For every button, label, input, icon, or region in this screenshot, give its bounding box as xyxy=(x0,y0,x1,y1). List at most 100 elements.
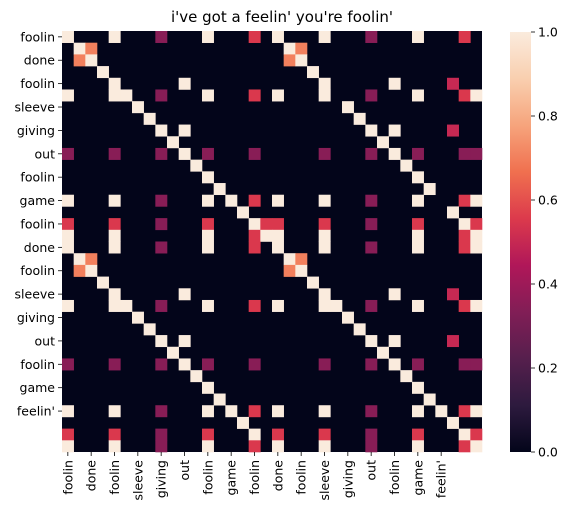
heatmap-cell xyxy=(120,299,133,312)
y-tick-label: done xyxy=(24,53,56,68)
heatmap-cell xyxy=(178,77,191,90)
heatmap-cell xyxy=(155,147,168,160)
heatmap-cell xyxy=(272,241,284,254)
heatmap-cell xyxy=(248,89,261,102)
heatmap-cell xyxy=(155,31,168,43)
heatmap-cell xyxy=(318,405,331,418)
heatmap-cell xyxy=(412,218,424,231)
heatmap-cell xyxy=(202,299,214,312)
y-tick-label: sleeve xyxy=(15,287,56,302)
heatmap-cell xyxy=(202,381,214,394)
heatmap-cell xyxy=(178,288,191,301)
heatmap-cells xyxy=(62,31,483,453)
heatmap-cell xyxy=(365,428,378,441)
heatmap-cell xyxy=(295,253,308,266)
colorbar xyxy=(510,32,531,452)
y-tick-label: feelin' xyxy=(17,404,55,419)
heatmap-cell xyxy=(388,124,401,137)
y-tick-label: foolin xyxy=(20,170,55,185)
heatmap-cell xyxy=(470,358,483,371)
heatmap-cell xyxy=(62,31,74,43)
heatmap-cell xyxy=(318,288,331,301)
colorbar-tick-label: 0.6 xyxy=(538,193,558,208)
heatmap-cell xyxy=(365,335,378,348)
heatmap-cell xyxy=(318,89,331,102)
heatmap-cell xyxy=(237,206,249,219)
heatmap-cell xyxy=(458,405,471,418)
heatmap-cell xyxy=(458,147,471,160)
y-tick-label: game xyxy=(20,380,56,395)
heatmap-cell xyxy=(73,264,86,277)
y-tick-label: out xyxy=(35,146,56,161)
y-tick-label: foolin xyxy=(20,263,55,278)
heatmap-cell xyxy=(73,42,86,55)
heatmap-cell xyxy=(155,218,168,231)
heatmap-cell xyxy=(85,253,98,266)
heatmap-cell xyxy=(202,405,214,418)
heatmap-cell xyxy=(97,66,109,79)
heatmap-cell xyxy=(190,159,203,172)
heatmap-cell xyxy=(365,124,378,137)
heatmap-cell xyxy=(283,264,296,277)
colorbar-tick-label: 0.4 xyxy=(538,277,558,292)
heatmap-cell xyxy=(458,440,471,453)
heatmap-cell xyxy=(248,405,261,418)
y-tick-label: giving xyxy=(17,123,55,138)
heatmap-cell xyxy=(412,241,424,254)
heatmap-cell xyxy=(190,370,203,383)
heatmap-cell xyxy=(248,440,261,453)
heatmap-cell xyxy=(458,428,471,441)
heatmap-cell xyxy=(248,229,261,242)
heatmap-cell xyxy=(202,31,214,43)
x-tick-label: giving xyxy=(340,460,355,498)
x-tick-label: foolin xyxy=(294,460,309,495)
x-tick-label: foolin xyxy=(107,460,122,495)
heatmap-cell xyxy=(248,31,261,43)
heatmap-cell xyxy=(202,147,214,160)
heatmap-cell xyxy=(458,31,471,43)
heatmap-cell xyxy=(143,112,156,125)
heatmap-cell xyxy=(365,440,378,453)
heatmap-cell xyxy=(318,229,331,242)
heatmap-cell xyxy=(272,229,284,242)
colorbar-tick-label: 0.0 xyxy=(538,445,558,460)
x-tick-label: game xyxy=(410,460,425,496)
colorbar-tick-label: 0.2 xyxy=(538,361,558,376)
heatmap-cell xyxy=(458,229,471,242)
heatmap-cell xyxy=(458,218,471,231)
heatmap-cell xyxy=(155,124,168,137)
heatmap-cell xyxy=(202,229,214,242)
heatmap-cell xyxy=(108,358,121,371)
heatmap-cell xyxy=(318,147,331,160)
heatmap-cell xyxy=(412,299,424,312)
heatmap-cell xyxy=(470,241,483,254)
heatmap-cell xyxy=(143,323,156,336)
heatmap-cell xyxy=(108,31,121,43)
heatmap-cell xyxy=(178,358,191,371)
heatmap-cell xyxy=(353,323,366,336)
heatmap-cell xyxy=(62,218,74,231)
heatmap-cell xyxy=(458,194,471,207)
heatmap-cell xyxy=(248,194,261,207)
heatmap-cell xyxy=(272,89,284,102)
heatmap-cell xyxy=(388,77,401,90)
heatmap-cell xyxy=(365,299,378,312)
y-tick-label: done xyxy=(24,240,56,255)
heatmap-cell xyxy=(388,335,401,348)
heatmap-cell xyxy=(423,393,436,406)
y-tick-label: foolin xyxy=(20,216,55,231)
heatmap-cell xyxy=(178,124,191,137)
heatmap-cell xyxy=(225,405,238,418)
heatmap-cell xyxy=(108,428,121,441)
heatmap-cell xyxy=(470,194,483,207)
heatmap-cell xyxy=(108,299,121,312)
heatmap-cell xyxy=(412,147,424,160)
heatmap-cell xyxy=(412,405,424,418)
x-tick-label: done xyxy=(270,460,285,492)
heatmap-cell xyxy=(155,335,168,348)
y-tick-label: game xyxy=(20,193,56,208)
y-tick-label: foolin xyxy=(20,76,55,91)
heatmap-cell xyxy=(272,31,284,43)
heatmap-cell xyxy=(85,42,98,55)
heatmap-cell xyxy=(272,299,284,312)
